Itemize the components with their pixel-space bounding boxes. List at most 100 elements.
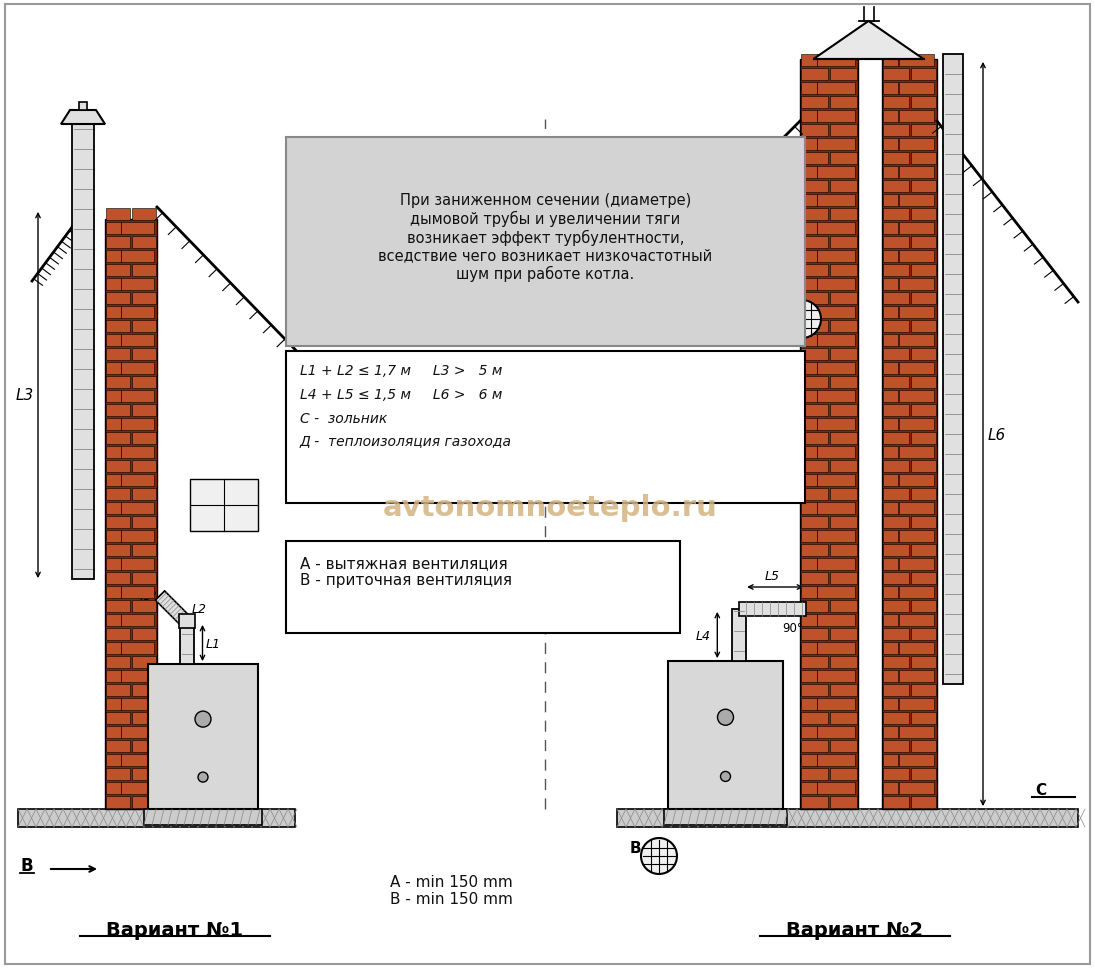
- Bar: [106, 726, 120, 738]
- Bar: [106, 208, 130, 221]
- Bar: [883, 236, 909, 249]
- Bar: [106, 712, 130, 724]
- Bar: [943, 55, 963, 684]
- Bar: [883, 712, 909, 724]
- Bar: [911, 573, 936, 584]
- Bar: [106, 573, 130, 584]
- Bar: [899, 726, 934, 738]
- Bar: [132, 573, 155, 584]
- Bar: [883, 782, 898, 795]
- Bar: [911, 405, 936, 417]
- Bar: [106, 614, 120, 626]
- Bar: [899, 530, 934, 543]
- Bar: [899, 55, 934, 67]
- Text: В: В: [630, 840, 642, 855]
- Bar: [883, 181, 909, 193]
- Bar: [883, 503, 898, 515]
- Bar: [132, 768, 155, 780]
- Bar: [817, 139, 855, 151]
- Bar: [802, 265, 828, 277]
- Bar: [132, 293, 155, 304]
- Bar: [883, 684, 909, 697]
- Bar: [899, 279, 934, 291]
- Bar: [830, 432, 857, 445]
- Text: Д -  теплоизоляция газохода: Д - теплоизоляция газохода: [300, 433, 512, 448]
- Bar: [106, 447, 120, 458]
- Bar: [830, 460, 857, 473]
- Bar: [802, 293, 828, 304]
- Bar: [132, 684, 155, 697]
- Bar: [830, 181, 857, 193]
- Bar: [911, 545, 936, 556]
- Bar: [802, 628, 828, 641]
- Bar: [911, 684, 936, 697]
- Bar: [830, 153, 857, 165]
- Bar: [106, 656, 130, 669]
- Bar: [817, 83, 855, 95]
- Bar: [830, 293, 857, 304]
- Bar: [106, 377, 130, 389]
- Bar: [106, 334, 120, 347]
- Bar: [817, 419, 855, 430]
- Bar: [802, 642, 817, 654]
- Bar: [911, 125, 936, 137]
- Bar: [132, 797, 155, 808]
- Bar: [817, 195, 855, 206]
- Bar: [899, 614, 934, 626]
- Bar: [883, 447, 898, 458]
- Bar: [899, 699, 934, 710]
- Bar: [105, 220, 157, 809]
- Bar: [817, 447, 855, 458]
- Bar: [883, 69, 909, 81]
- Bar: [883, 754, 898, 766]
- Bar: [106, 558, 120, 571]
- Bar: [106, 628, 130, 641]
- Bar: [132, 321, 155, 332]
- Bar: [899, 419, 934, 430]
- Bar: [802, 530, 817, 543]
- Bar: [883, 614, 898, 626]
- Bar: [120, 671, 154, 682]
- Bar: [883, 97, 909, 109]
- Bar: [802, 573, 828, 584]
- Bar: [830, 125, 857, 137]
- Bar: [883, 488, 909, 500]
- Bar: [802, 391, 817, 402]
- Bar: [830, 656, 857, 669]
- Bar: [911, 208, 936, 221]
- Bar: [911, 69, 936, 81]
- Bar: [830, 628, 857, 641]
- Bar: [899, 195, 934, 206]
- Bar: [883, 125, 909, 137]
- Bar: [899, 558, 934, 571]
- Bar: [817, 782, 855, 795]
- Bar: [120, 726, 154, 738]
- Bar: [883, 656, 909, 669]
- Bar: [120, 754, 154, 766]
- Bar: [817, 362, 855, 375]
- Bar: [802, 97, 828, 109]
- Bar: [132, 377, 155, 389]
- Bar: [106, 754, 120, 766]
- Text: L3: L3: [16, 389, 34, 403]
- Text: Вариант №2: Вариант №2: [786, 920, 923, 939]
- Bar: [883, 516, 909, 528]
- Text: 45°: 45°: [135, 589, 158, 603]
- Bar: [911, 488, 936, 500]
- Bar: [802, 167, 817, 179]
- Bar: [120, 391, 154, 402]
- Bar: [899, 251, 934, 263]
- Bar: [899, 83, 934, 95]
- Bar: [120, 586, 154, 599]
- Bar: [830, 97, 857, 109]
- Bar: [132, 712, 155, 724]
- Bar: [106, 601, 130, 612]
- Bar: [911, 377, 936, 389]
- Bar: [178, 614, 195, 628]
- Bar: [132, 432, 155, 445]
- Bar: [883, 279, 898, 291]
- Bar: [802, 321, 828, 332]
- Bar: [883, 642, 898, 654]
- Bar: [802, 712, 828, 724]
- Bar: [802, 110, 817, 123]
